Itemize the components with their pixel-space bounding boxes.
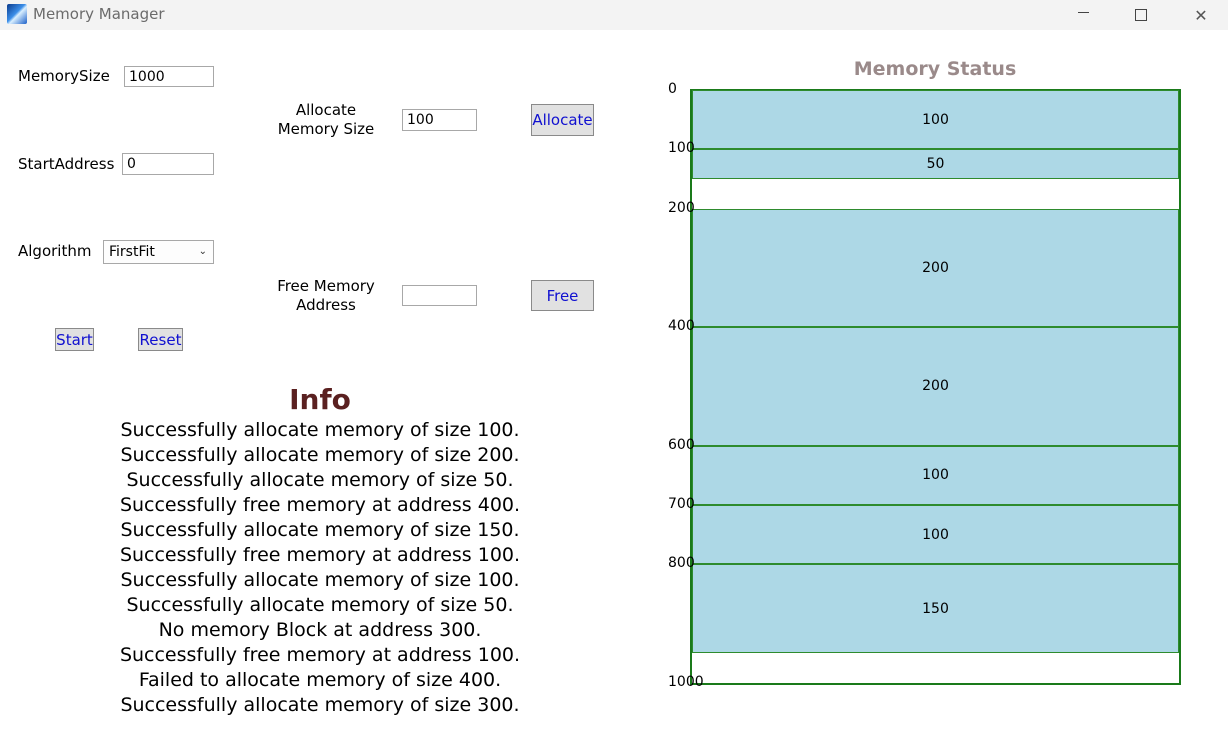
info-message: Successfully free memory at address 400. (119, 494, 521, 516)
free-memory-address-label: Free Memory Address (266, 277, 386, 315)
info-message: Successfully allocate memory of size 300… (120, 694, 520, 716)
info-message: Failed to allocate memory of size 400. (138, 669, 502, 691)
minimize-icon (1077, 11, 1089, 13)
memory-status-title: Memory Status (853, 58, 1017, 80)
info-message: Successfully allocate memory of size 50. (126, 594, 514, 616)
maximize-button[interactable] (1118, 0, 1164, 30)
app-icon (7, 4, 27, 24)
address-tick-label: 200 (668, 199, 695, 216)
memory-block: 100 (692, 445, 1179, 506)
algorithm-select[interactable]: FirstFit ⌄ (103, 240, 214, 264)
info-log: Successfully allocate memory of size 100… (60, 418, 580, 718)
allocate-button[interactable]: Allocate (531, 104, 594, 136)
window-title: Memory Manager (33, 5, 165, 23)
maximize-icon (1135, 9, 1147, 21)
allocate-size-input[interactable]: 100 (402, 109, 477, 131)
info-message: Successfully allocate memory of size 150… (120, 519, 520, 541)
title-bar: Memory Manager ✕ (0, 0, 1228, 30)
close-button[interactable]: ✕ (1178, 0, 1224, 30)
minimize-button[interactable] (1060, 0, 1106, 30)
algorithm-selected-value: FirstFit (109, 244, 155, 260)
memory-block: 200 (692, 208, 1179, 328)
algorithm-label: Algorithm (18, 242, 92, 260)
memory-block: 50 (692, 149, 1179, 179)
memory-block: 150 (692, 564, 1179, 654)
allocate-memory-size-label: Allocate Memory Size (266, 101, 386, 139)
address-tick-label: 700 (668, 496, 695, 513)
reset-button[interactable]: Reset (138, 328, 183, 351)
memory-size-input[interactable]: 1000 (124, 66, 214, 87)
chevron-down-icon: ⌄ (198, 246, 207, 257)
memory-block: 100 (692, 90, 1179, 150)
start-address-label: StartAddress (18, 155, 115, 173)
info-message: Successfully free memory at address 100. (119, 544, 521, 566)
free-address-input[interactable] (402, 285, 477, 306)
start-button[interactable]: Start (55, 328, 94, 351)
address-tick-label: 400 (668, 318, 695, 335)
info-message: No memory Block at address 300. (158, 619, 482, 641)
address-tick-label: 100 (668, 140, 695, 157)
info-title: Info (289, 383, 351, 416)
info-message: Successfully allocate memory of size 200… (120, 444, 520, 466)
memory-block: 200 (692, 327, 1179, 446)
address-tick-label: 1000 (668, 674, 704, 690)
allocate-label-line1: Allocate (295, 101, 357, 119)
memory-block: 100 (692, 505, 1179, 565)
close-icon: ✕ (1194, 5, 1208, 25)
info-message: Successfully allocate memory of size 100… (120, 419, 520, 441)
start-address-input[interactable]: 0 (122, 153, 214, 175)
free-label-line1: Free Memory (277, 277, 375, 295)
address-tick-label: 0 (668, 81, 677, 97)
info-message: Successfully allocate memory of size 50. (126, 469, 514, 491)
allocate-label-line2: Memory Size (277, 120, 375, 138)
info-message: Successfully allocate memory of size 100… (120, 569, 520, 591)
free-button[interactable]: Free (531, 280, 594, 311)
info-message: Successfully free memory at address 100. (119, 644, 521, 666)
memory-size-label: MemorySize (18, 67, 110, 85)
free-label-line2: Address (296, 296, 356, 314)
address-tick-label: 600 (668, 436, 695, 453)
address-tick-label: 800 (668, 555, 695, 572)
